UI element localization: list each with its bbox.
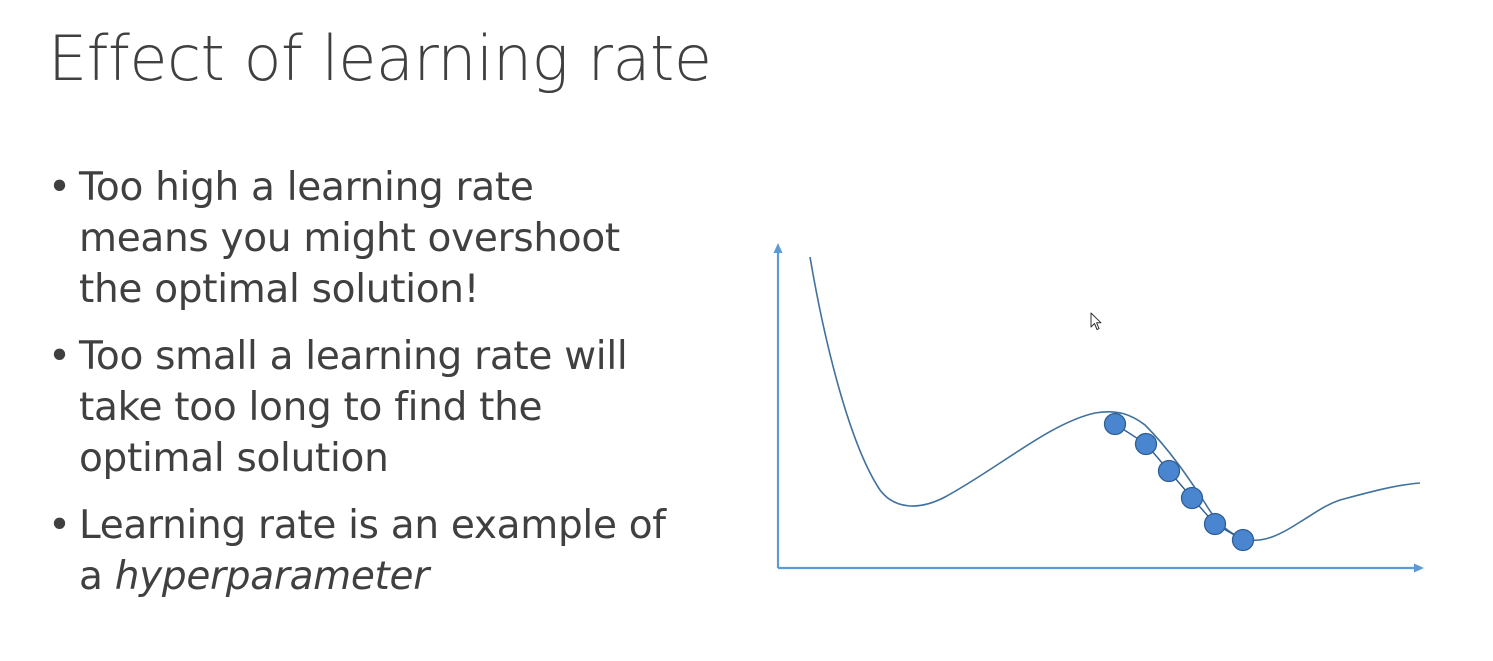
descent-points (1103, 412, 1255, 552)
bullet-line: Too small a learning rate will (79, 334, 628, 379)
bullet-line: Learning rate is an example of (79, 503, 666, 548)
loss-curve-diagram (773, 243, 1424, 573)
bullet-list: • Too high a learning rate means you mig… (48, 162, 738, 618)
hyperparameter-emphasis: hyperparameter (114, 554, 430, 599)
mouse-pointer-icon (1090, 312, 1102, 330)
bullet-line: the optimal solution! (79, 267, 480, 312)
bullet-item: • Too small a learning rate will take to… (48, 331, 738, 484)
descent-step-point (1203, 512, 1227, 536)
slide-title: Effect of learning rate (48, 22, 712, 95)
descent-step-point (1103, 412, 1127, 436)
loss-curve (809, 256, 1421, 542)
bullet-line: take too long to find the (79, 385, 543, 430)
arrow-right-icon (1414, 563, 1424, 573)
bullet-item: • Too high a learning rate means you mig… (48, 162, 738, 315)
bullet-line-prefix: a (79, 554, 115, 599)
bullet-dot: • (48, 334, 71, 379)
descent-step-point (1157, 459, 1181, 483)
descent-step-point (1180, 486, 1204, 510)
descent-step-point (1231, 528, 1255, 552)
bullet-line: means you might overshoot (79, 216, 620, 261)
bullet-dot: • (48, 503, 71, 548)
bullet-line: optimal solution (79, 436, 389, 481)
bullet-line: Too high a learning rate (79, 165, 534, 210)
bullet-item: • Learning rate is an example of a hyper… (48, 500, 738, 602)
bullet-dot: • (48, 165, 71, 210)
arrow-up-icon (773, 243, 783, 253)
descent-step-point (1134, 432, 1158, 456)
